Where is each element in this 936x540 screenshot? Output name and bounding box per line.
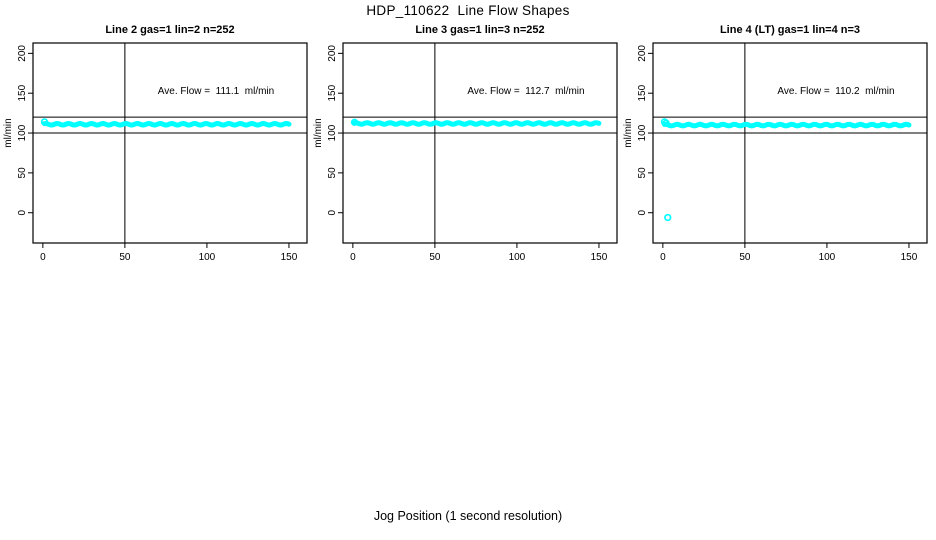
- y-tick-label: 0: [327, 210, 338, 216]
- subplot-line2: Line 2 gas=1 lin=2 n=252 0 50 100 150 0 50 100…: [0, 20, 312, 270]
- subplot-line4-y-axis-label: ml/min: [623, 118, 634, 148]
- subplot-line3-y-axis-label: ml/min: [313, 118, 324, 148]
- x-tick-label: 150: [591, 252, 608, 263]
- y-tick-label: 50: [327, 167, 338, 179]
- subplot-line4: Line 4 (LT) gas=1 lin=4 n=3 0 50 100 150 0 50…: [620, 20, 932, 270]
- flow-data-point: [664, 213, 672, 222]
- subplot-line2-plot-area: 0 50 100 150 0 50 100 150 200: [17, 42, 308, 263]
- subplot-line4-title: Line 4 (LT) gas=1 lin=4 n=3: [719, 24, 861, 36]
- y-tick-label: 50: [17, 167, 28, 179]
- subplot-line3: Line 3 gas=1 lin=3 n=252 0 50 100 150 0 50 100…: [310, 20, 622, 270]
- plot-box: [32, 42, 308, 244]
- subplot-line3-plot-area: 0 50 100 150 0 50 100 150 200: [327, 42, 618, 263]
- subplot-line3-title: Line 3 gas=1 lin=3 n=252: [415, 24, 545, 36]
- y-tick-label: 150: [637, 84, 648, 101]
- x-tick-label: 0: [350, 252, 356, 263]
- subplot-line2-y-axis-label: ml/min: [3, 118, 14, 148]
- x-tick-label: 0: [40, 252, 46, 263]
- subplot-line2-ave-flow-annotation: Ave. Flow = 111.1 ml/min: [157, 86, 275, 97]
- x-tick-label: 100: [199, 252, 216, 263]
- figure-title: HDP_110622 Line Flow Shapes: [366, 3, 570, 18]
- x-tick-label: 50: [429, 252, 441, 263]
- subplot-line3-ave-flow-annotation: Ave. Flow = 112.7 ml/min: [467, 86, 585, 97]
- x-tick-label: 150: [281, 252, 298, 263]
- subplot-line2-title: Line 2 gas=1 lin=2 n=252: [105, 24, 235, 36]
- y-tick-label: 200: [637, 45, 648, 62]
- subplot-line4-plot-area: 0 50 100 150 0 50 100 150 200: [637, 42, 928, 263]
- x-tick-label: 100: [819, 252, 836, 263]
- y-tick-label: 100: [327, 124, 338, 141]
- flow-data-point: [40, 118, 49, 126]
- y-tick-label: 100: [17, 124, 28, 141]
- x-tick-label: 50: [739, 252, 751, 263]
- y-tick-label: 200: [327, 45, 338, 62]
- y-tick-label: 150: [327, 84, 338, 101]
- flow-data-point: [662, 119, 670, 127]
- x-tick-label: 150: [901, 252, 918, 263]
- y-tick-label: 200: [17, 45, 28, 62]
- plot-box: [652, 42, 928, 244]
- y-tick-label: 0: [637, 210, 648, 216]
- x-tick-label: 100: [509, 252, 526, 263]
- flow-data-band: [41, 120, 292, 128]
- y-tick-label: 0: [17, 210, 28, 216]
- flow-data-point: [350, 118, 359, 126]
- y-tick-label: 50: [637, 167, 648, 179]
- flow-data-band: [661, 121, 912, 129]
- x-tick-label: 0: [660, 252, 666, 263]
- subplot-line4-ave-flow-annotation: Ave. Flow = 110.2 ml/min: [777, 86, 895, 97]
- flow-data-band: [351, 120, 602, 127]
- y-tick-label: 100: [637, 124, 648, 141]
- plot-box: [342, 42, 618, 244]
- x-axis-label: Jog Position (1 second resolution): [373, 509, 563, 523]
- x-tick-label: 50: [119, 252, 131, 263]
- y-tick-label: 150: [17, 84, 28, 101]
